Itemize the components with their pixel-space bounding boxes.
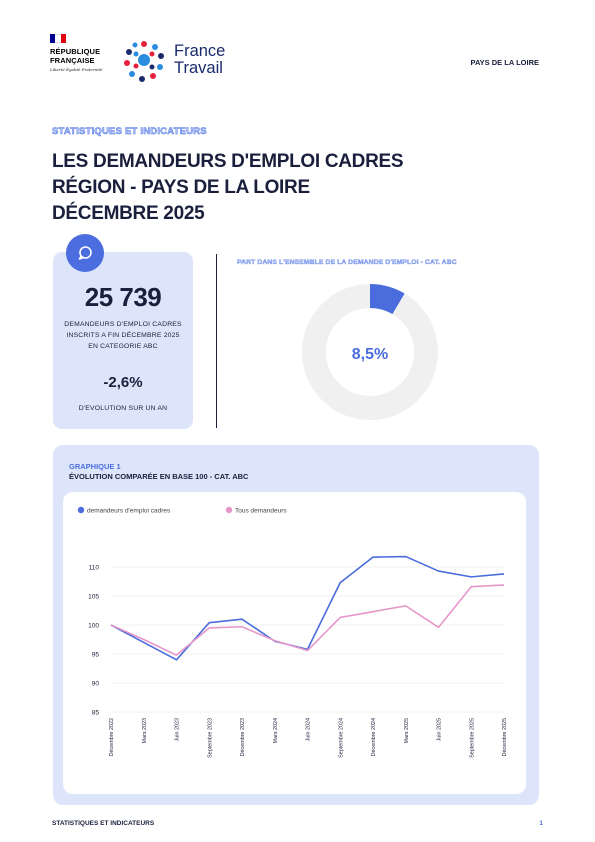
header-region: PAYS DE LA LOIRE [470, 58, 540, 67]
legend-label: Tous demandeurs [235, 508, 287, 515]
x-tick-label: Septembre 2025 [469, 718, 475, 758]
series-line [110, 584, 505, 656]
french-flag-icon [50, 34, 66, 43]
y-tick-label: 105 [88, 594, 99, 601]
france-travail-logo: France Travail [124, 40, 244, 86]
x-tick-label: Décembre 2024 [371, 718, 377, 756]
series-line [110, 555, 505, 661]
france-travail-line1: France [174, 42, 226, 60]
y-tick-label: 90 [92, 681, 100, 688]
republique-francaise-logo: RÉPUBLIQUE FRANÇAISE Liberté Égalité Fra… [50, 34, 120, 86]
france-travail-dots-icon [124, 41, 164, 82]
document-title: LES DEMANDEURS D'EMPLOI CADRES RÉGION - … [52, 149, 404, 227]
title-line-2: RÉGION - PAYS DE LA LOIRE [52, 177, 310, 198]
x-tick-label: Mars 2023 [142, 718, 148, 743]
legend-marker [77, 506, 85, 514]
document-kicker: STATISTIQUES ET INDICATEURS [52, 126, 207, 138]
x-tick-label: Juin 2023 [175, 718, 181, 741]
x-tick-label: Juin 2024 [306, 718, 312, 741]
kpi-evolution-label: D'EVOLUTION SUR UN AN [78, 405, 168, 412]
republique-motto: Liberté Égalité Fraternité [50, 67, 103, 72]
kpi-description: DEMANDEURS D'EMPLOI CADRES INSCRITS A FI… [64, 321, 182, 350]
x-tick-label: Décembre 2023 [240, 718, 246, 756]
y-tick-label: 110 [89, 565, 100, 572]
share-title: PART DANS L'ENSEMBLE DE LA DEMANDE D'EMP… [237, 259, 457, 266]
x-tick-label: Juin 2025 [437, 718, 443, 741]
share-donut: 8,5% [302, 284, 438, 420]
chart-card: GRAPHIQUE 1 ÉVOLUTION COMPARÉE EN BASE 1… [53, 445, 539, 805]
page-number: 1 [539, 820, 543, 827]
x-tick-label: Mars 2025 [404, 718, 410, 743]
y-tick-label: 95 [92, 652, 100, 659]
kpi-card: 25 739 DEMANDEURS D'EMPLOI CADRES INSCRI… [53, 252, 193, 429]
line-chart: 85 90 95 100 105 110 Décembre 2022 Mars 2023 Jui… [77, 506, 508, 758]
donut-value: 8,5% [352, 346, 388, 363]
title-line-3: DÉCEMBRE 2025 [52, 203, 205, 224]
donut-slice [370, 284, 405, 315]
kpi-value: 25 739 [84, 282, 162, 312]
y-tick-label: 85 [92, 710, 100, 717]
x-tick-label: Mars 2024 [273, 718, 279, 743]
x-tick-label: Septembre 2024 [338, 718, 344, 758]
footer-label: STATISTIQUES ET INDICATEURS [52, 820, 155, 827]
x-tick-label: Décembre 2025 [502, 718, 508, 756]
vertical-divider [216, 254, 217, 428]
chat-bubble-icon [66, 234, 104, 272]
republique-line2: FRANÇAISE [50, 56, 95, 65]
chart-kicker: GRAPHIQUE 1 [69, 462, 121, 471]
legend-label: demandeurs d'emploi cadres [87, 508, 171, 515]
chart-area: 85 90 95 100 105 110 Décembre 2022 Mars 2023 Jui… [63, 492, 526, 794]
kpi-evolution: -2,6% [103, 374, 143, 391]
republique-line1: RÉPUBLIQUE [50, 47, 101, 56]
x-tick-label: Décembre 2022 [109, 718, 115, 756]
y-tick-label: 100 [88, 623, 99, 630]
chart-title: ÉVOLUTION COMPARÉE EN BASE 100 - CAT. AB… [69, 472, 249, 481]
x-tick-label: Septembre 2023 [207, 718, 213, 758]
legend-marker [225, 506, 233, 514]
france-travail-line2: Travail [174, 59, 223, 77]
title-line-1: LES DEMANDEURS D'EMPLOI CADRES [52, 151, 404, 172]
